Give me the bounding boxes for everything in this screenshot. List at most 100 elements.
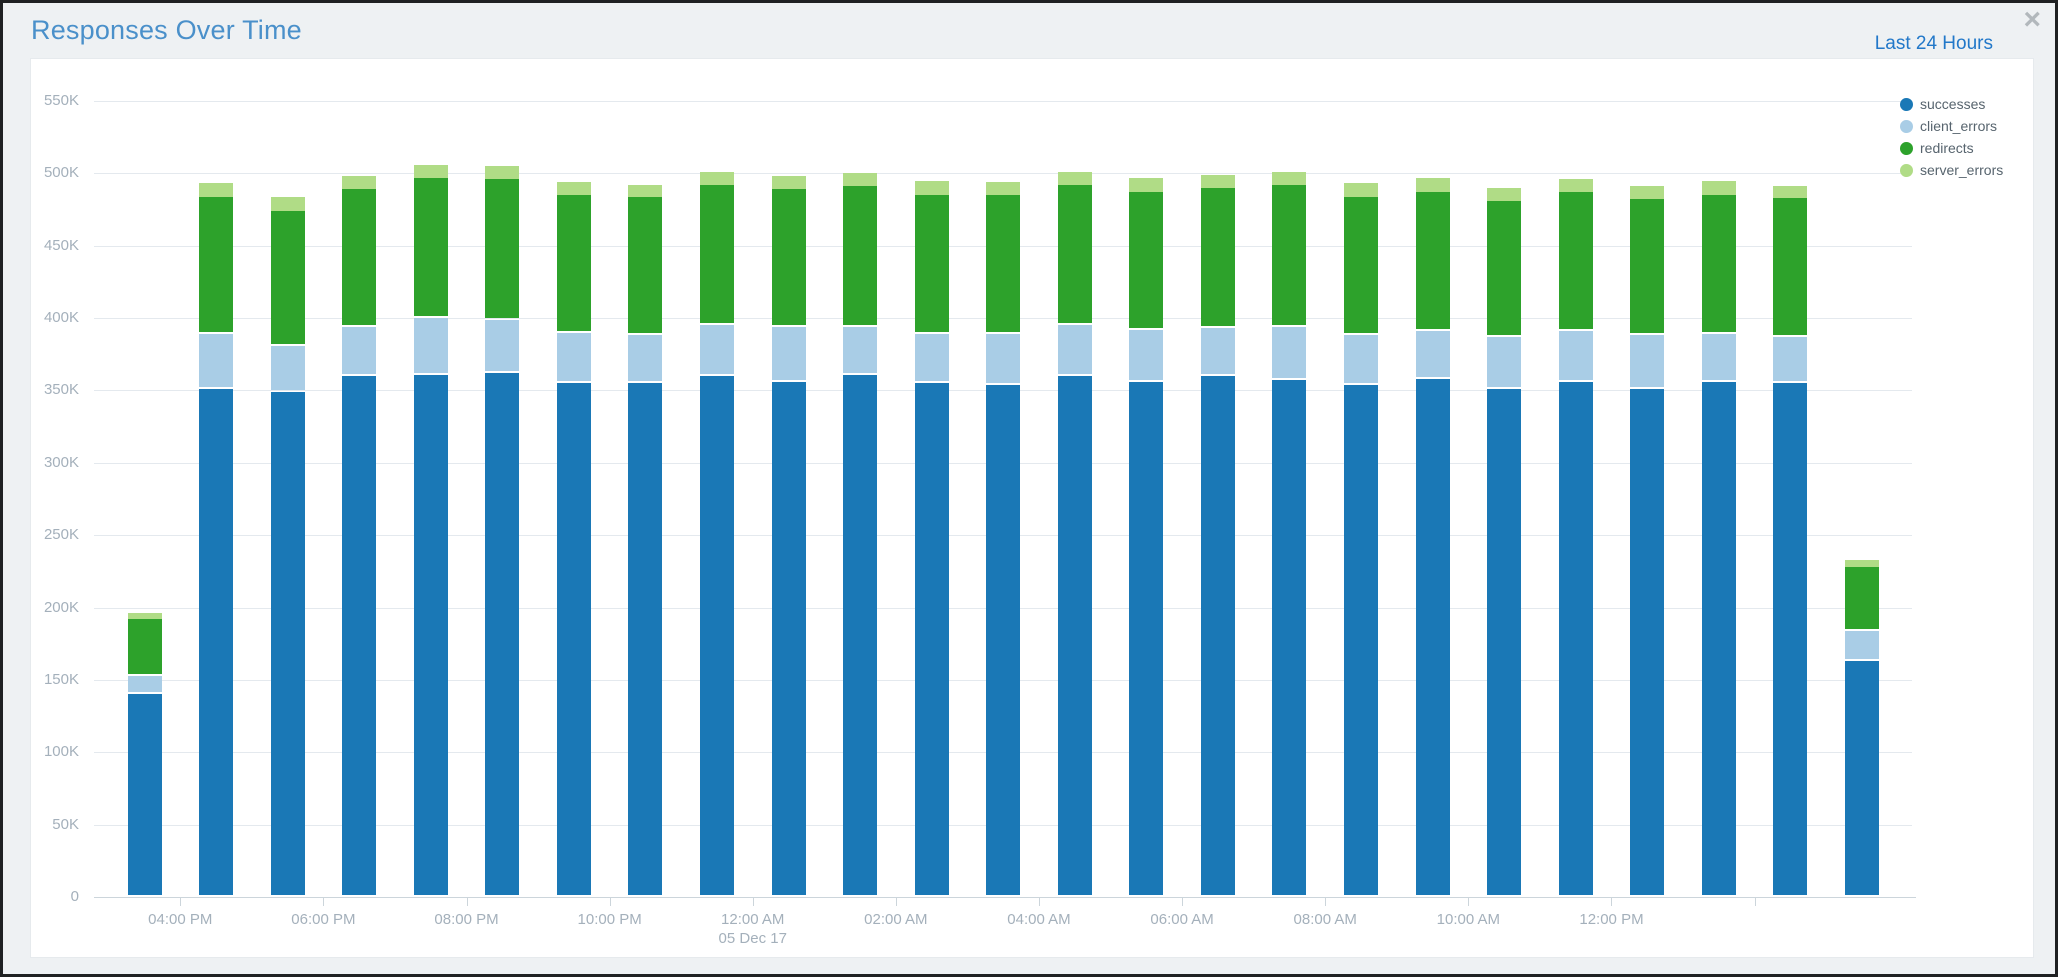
chart-bar[interactable]	[127, 59, 162, 897]
bar-segment-redirects[interactable]	[843, 186, 878, 325]
bar-segment-client_errors[interactable]	[1129, 329, 1164, 380]
bar-segment-server_errors[interactable]	[1415, 177, 1450, 193]
legend-item-server_errors[interactable]: server_errors	[1900, 162, 2003, 178]
bar-segment-redirects[interactable]	[485, 179, 520, 318]
bar-segment-successes[interactable]	[1558, 381, 1593, 895]
bar-segment-redirects[interactable]	[1844, 567, 1879, 629]
chart-bar[interactable]	[270, 59, 305, 897]
bar-segment-successes[interactable]	[1129, 381, 1164, 895]
bar-segment-redirects[interactable]	[771, 189, 806, 325]
chart-bar[interactable]	[1701, 59, 1736, 897]
chart-bar[interactable]	[342, 59, 377, 897]
bar-segment-successes[interactable]	[843, 374, 878, 895]
bar-segment-successes[interactable]	[1057, 375, 1092, 895]
chart-bar[interactable]	[1200, 59, 1235, 897]
bar-segment-client_errors[interactable]	[843, 326, 878, 373]
chart-bar[interactable]	[1844, 59, 1879, 897]
chart-bar[interactable]	[1129, 59, 1164, 897]
bar-segment-redirects[interactable]	[1773, 197, 1808, 335]
bar-segment-redirects[interactable]	[1129, 192, 1164, 328]
bar-segment-redirects[interactable]	[1272, 184, 1307, 325]
bar-segment-redirects[interactable]	[556, 195, 591, 331]
chart-bar[interactable]	[771, 59, 806, 897]
bar-segment-server_errors[interactable]	[843, 173, 878, 187]
legend-item-client_errors[interactable]: client_errors	[1900, 118, 1997, 134]
bar-segment-server_errors[interactable]	[1344, 183, 1379, 197]
bar-segment-server_errors[interactable]	[1701, 180, 1736, 196]
bar-segment-successes[interactable]	[914, 383, 949, 895]
bar-segment-client_errors[interactable]	[1558, 331, 1593, 380]
bar-segment-successes[interactable]	[1487, 389, 1522, 895]
chart-bar[interactable]	[1630, 59, 1665, 897]
bar-segment-server_errors[interactable]	[699, 171, 734, 185]
chart-bar[interactable]	[628, 59, 663, 897]
bar-segment-server_errors[interactable]	[1630, 186, 1665, 200]
bar-segment-server_errors[interactable]	[1200, 174, 1235, 188]
bar-segment-redirects[interactable]	[986, 195, 1021, 332]
chart-bar[interactable]	[556, 59, 591, 897]
bar-segment-redirects[interactable]	[1057, 184, 1092, 324]
bar-segment-server_errors[interactable]	[127, 613, 162, 620]
bar-segment-redirects[interactable]	[270, 210, 305, 344]
bar-segment-redirects[interactable]	[199, 196, 234, 332]
bar-segment-server_errors[interactable]	[628, 184, 663, 197]
bar-segment-client_errors[interactable]	[485, 319, 520, 372]
bar-segment-successes[interactable]	[771, 381, 806, 895]
bar-segment-successes[interactable]	[1344, 384, 1379, 895]
chart-bar[interactable]	[485, 59, 520, 897]
bar-segment-redirects[interactable]	[342, 189, 377, 325]
bar-segment-redirects[interactable]	[628, 196, 663, 334]
bar-segment-server_errors[interactable]	[199, 183, 234, 197]
bar-segment-redirects[interactable]	[1630, 199, 1665, 334]
chart-bar[interactable]	[199, 59, 234, 897]
chart-bar[interactable]	[1344, 59, 1379, 897]
bar-segment-server_errors[interactable]	[1272, 171, 1307, 185]
bar-segment-successes[interactable]	[986, 384, 1021, 895]
bar-segment-client_errors[interactable]	[628, 335, 663, 382]
bar-segment-server_errors[interactable]	[556, 182, 591, 196]
bar-segment-redirects[interactable]	[914, 195, 949, 332]
bar-segment-redirects[interactable]	[1701, 195, 1736, 332]
bar-segment-server_errors[interactable]	[914, 180, 949, 196]
bar-segment-client_errors[interactable]	[556, 332, 591, 382]
bar-segment-successes[interactable]	[485, 373, 520, 895]
bar-segment-server_errors[interactable]	[771, 176, 806, 190]
close-icon[interactable]: ×	[2023, 3, 2041, 36]
bar-segment-client_errors[interactable]	[699, 325, 734, 374]
bar-segment-redirects[interactable]	[413, 177, 448, 317]
chart-bar[interactable]	[1415, 59, 1450, 897]
bar-segment-client_errors[interactable]	[199, 334, 234, 387]
bar-segment-redirects[interactable]	[1558, 192, 1593, 330]
bar-segment-successes[interactable]	[199, 389, 234, 895]
bar-segment-server_errors[interactable]	[342, 176, 377, 190]
chart-bar[interactable]	[1272, 59, 1307, 897]
bar-segment-server_errors[interactable]	[986, 182, 1021, 196]
chart-bar[interactable]	[843, 59, 878, 897]
bar-segment-server_errors[interactable]	[270, 196, 305, 211]
legend-item-redirects[interactable]: redirects	[1900, 140, 1974, 156]
bar-segment-server_errors[interactable]	[413, 164, 448, 178]
bar-segment-client_errors[interactable]	[1272, 326, 1307, 379]
bar-segment-client_errors[interactable]	[413, 318, 448, 373]
bar-segment-server_errors[interactable]	[1844, 559, 1879, 568]
time-range-selector[interactable]: Last 24 Hours	[1874, 33, 1993, 54]
bar-segment-client_errors[interactable]	[1773, 336, 1808, 382]
bar-segment-server_errors[interactable]	[485, 166, 520, 180]
chart-bar[interactable]	[914, 59, 949, 897]
chart-bar[interactable]	[986, 59, 1021, 897]
bar-segment-successes[interactable]	[1630, 389, 1665, 895]
bar-segment-client_errors[interactable]	[1701, 334, 1736, 380]
bar-segment-client_errors[interactable]	[771, 326, 806, 380]
bar-segment-successes[interactable]	[270, 391, 305, 895]
bar-segment-redirects[interactable]	[1344, 196, 1379, 334]
bar-segment-client_errors[interactable]	[1415, 331, 1450, 377]
bar-segment-successes[interactable]	[556, 383, 591, 895]
chart-bar[interactable]	[413, 59, 448, 897]
bar-segment-successes[interactable]	[1773, 383, 1808, 895]
bar-segment-client_errors[interactable]	[270, 345, 305, 390]
bar-segment-successes[interactable]	[699, 375, 734, 895]
bar-segment-client_errors[interactable]	[914, 334, 949, 382]
bar-segment-client_errors[interactable]	[127, 675, 162, 693]
bar-segment-client_errors[interactable]	[1057, 325, 1092, 374]
bar-segment-client_errors[interactable]	[1344, 335, 1379, 383]
